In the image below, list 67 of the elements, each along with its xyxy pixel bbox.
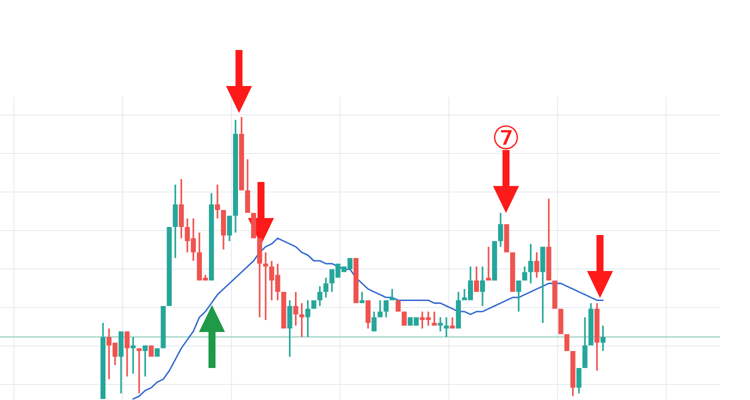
candlestick [208, 193, 214, 281]
candlestick [166, 226, 172, 306]
candlestick [220, 210, 226, 250]
candlestick [600, 326, 606, 352]
candlestick [214, 184, 220, 219]
candlestick [172, 184, 178, 258]
candlestick [227, 216, 232, 242]
candlestick [372, 312, 377, 332]
candlestick [516, 280, 522, 312]
candlestick [384, 300, 389, 318]
candlestick [534, 252, 540, 278]
candlestick [450, 317, 455, 328]
annotation: ⑦ [492, 119, 520, 157]
candlestick [257, 238, 262, 318]
candlestick [438, 317, 443, 332]
candlestick [154, 348, 160, 357]
candlestick [160, 306, 166, 348]
candlestick [480, 266, 486, 306]
candlestick [474, 266, 479, 292]
candlestick [118, 331, 124, 394]
candlestick [148, 345, 154, 357]
candlestick [251, 212, 256, 238]
candlestick [540, 246, 546, 323]
candlestick [233, 120, 238, 233]
candlestick [142, 345, 148, 376]
candlestick [456, 292, 461, 328]
candlestick [287, 300, 292, 357]
candlestick [582, 317, 588, 368]
candlestick [396, 300, 401, 312]
candlestick [504, 224, 510, 252]
candlestick [390, 289, 395, 300]
candlestick [136, 348, 142, 394]
candlestick [498, 212, 504, 247]
candlestick [305, 300, 310, 337]
candlestick [299, 303, 304, 337]
candlestick [444, 317, 449, 337]
candlestick [354, 258, 359, 304]
candlestick [281, 292, 286, 328]
candlestick [239, 117, 244, 190]
candlestick [366, 300, 371, 328]
candlestick [564, 334, 570, 352]
candlestick [594, 303, 600, 371]
candlestick [552, 280, 558, 309]
candlestick [576, 368, 582, 394]
candlestick [293, 292, 298, 326]
candlestick [546, 198, 552, 281]
candlestick [510, 252, 516, 292]
candlestick [570, 351, 576, 396]
candlestick [402, 312, 407, 326]
candlestick [522, 266, 528, 281]
candlestick [558, 308, 564, 334]
candlestick [100, 322, 106, 399]
candlestick [492, 241, 498, 281]
candlestick [432, 312, 437, 326]
candlestick [486, 246, 492, 281]
candlestick [263, 252, 268, 320]
candlestick [360, 292, 365, 304]
candlestick [588, 303, 594, 346]
candlestick [323, 278, 328, 298]
candlestick [311, 300, 316, 309]
candlestick [130, 336, 136, 374]
candlestick [528, 244, 534, 284]
candlestick [245, 159, 250, 213]
candlestick [178, 179, 184, 238]
candlestick [124, 331, 130, 376]
candlestick [317, 286, 322, 306]
candlestick [378, 300, 383, 318]
